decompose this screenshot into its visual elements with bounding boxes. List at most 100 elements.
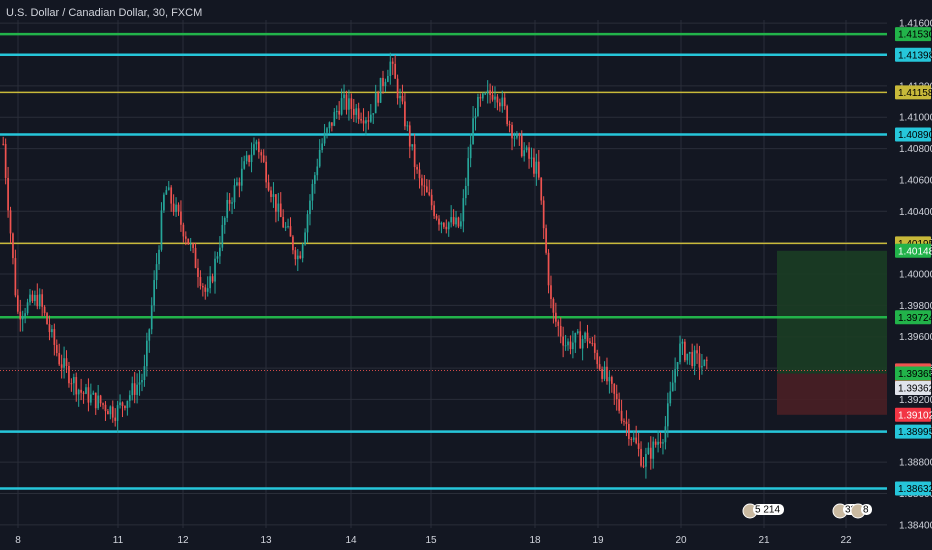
candle-body: [296, 255, 299, 260]
candle-body: [574, 332, 577, 343]
candle-body: [163, 194, 165, 211]
date-label: 11: [113, 535, 124, 546]
candle-body: [216, 256, 219, 259]
price-tick-label: 1.39600: [899, 332, 932, 343]
candle-body: [632, 437, 635, 440]
level-tag-label: 1.40890: [898, 130, 932, 141]
candle-body: [223, 217, 226, 225]
event-badge-count[interactable]: [753, 504, 784, 515]
candle-body: [681, 341, 684, 344]
candle-body: [428, 192, 431, 195]
candle-body: [496, 96, 499, 103]
candle-body: [294, 250, 297, 260]
event-badges[interactable]: 5 214 33 8: [742, 503, 872, 519]
date-label: 15: [425, 535, 437, 546]
level-tag-yellow: [895, 85, 931, 100]
candle-body: [231, 202, 233, 204]
candle-body: [447, 222, 450, 230]
price-tick-label: 1.39800: [899, 301, 932, 312]
candle-body: [394, 63, 397, 79]
candle-body: [182, 224, 185, 237]
candle-body: [348, 98, 350, 110]
candle-body: [688, 352, 691, 354]
candle-body: [494, 96, 496, 100]
candle-body: [301, 244, 304, 259]
candle-body: [391, 61, 394, 64]
candle-body: [377, 93, 379, 103]
candle-body: [328, 122, 331, 129]
date-label: 12: [177, 535, 189, 546]
candle-body: [355, 108, 358, 115]
price-tick-label: 1.39200: [899, 395, 932, 406]
candle-body: [513, 137, 516, 139]
candle-body: [262, 155, 265, 162]
candle-body: [501, 97, 504, 107]
candle-body: [87, 387, 90, 403]
position-tag-label: 1.39362: [898, 384, 932, 395]
candle-body: [160, 210, 163, 250]
candle-body: [55, 344, 58, 354]
candle-body: [279, 203, 282, 217]
candle-body: [85, 387, 87, 394]
position-tag-entry: [895, 366, 931, 381]
candle-body: [92, 392, 95, 395]
candle-body: [287, 226, 289, 228]
date-axis[interactable]: 8 11 12 13 14 15 18 19 20 21 22: [15, 535, 852, 546]
risk-reward-zones: [777, 250, 887, 415]
candle-body: [584, 332, 586, 339]
candle-body: [569, 341, 572, 350]
candle-body: [167, 187, 170, 191]
date-label: 22: [840, 535, 852, 546]
candle-body: [138, 382, 141, 385]
candle-body: [649, 447, 652, 459]
candle-body: [175, 204, 177, 212]
level-tag-label: 1.38632: [898, 484, 932, 495]
candle-body: [360, 119, 362, 121]
candle-body: [2, 143, 5, 145]
date-label: 21: [758, 535, 770, 546]
candle-body: [657, 441, 659, 445]
candle-body: [184, 236, 187, 239]
candle-body: [438, 218, 440, 225]
price-tick-label: 1.40600: [899, 175, 932, 186]
price-tick-label: 1.41600: [899, 19, 932, 30]
candle-body: [684, 341, 686, 361]
candle-body: [615, 393, 618, 400]
candle-body: [472, 118, 474, 145]
candle-body: [642, 465, 645, 467]
candle-body: [425, 186, 428, 193]
candle-body: [374, 93, 377, 114]
price-axis[interactable]: 1.416001.414001.412001.410001.408001.406…: [887, 0, 932, 550]
stop-zone: [777, 373, 887, 415]
price-tick-label: 1.40000: [899, 270, 932, 281]
candle-body: [333, 112, 336, 126]
candle-body: [109, 406, 112, 415]
candle-body: [48, 324, 51, 333]
candle-body: [382, 77, 384, 87]
candle-body: [628, 423, 630, 439]
candle-body: [282, 216, 285, 228]
candle-body: [508, 124, 511, 126]
candle-body: [486, 90, 489, 94]
candle-body: [640, 448, 642, 466]
candle-body: [111, 406, 114, 418]
candle-body: [516, 133, 518, 138]
candle-body: [126, 400, 129, 409]
candle-body: [406, 125, 409, 127]
candle-body: [679, 343, 681, 363]
candle-body: [645, 454, 647, 467]
candle-body: [7, 177, 9, 211]
event-badge-count[interactable]: [861, 504, 872, 515]
candle-body: [51, 329, 53, 333]
candle-body: [666, 403, 669, 427]
candle-body: [613, 383, 616, 394]
candle-body: [275, 194, 277, 212]
candle-body: [124, 406, 126, 409]
candle-body: [21, 316, 24, 320]
candle-body: [304, 232, 306, 245]
candle-body: [80, 389, 82, 393]
candle-body: [165, 190, 168, 195]
candle-body: [450, 217, 453, 223]
